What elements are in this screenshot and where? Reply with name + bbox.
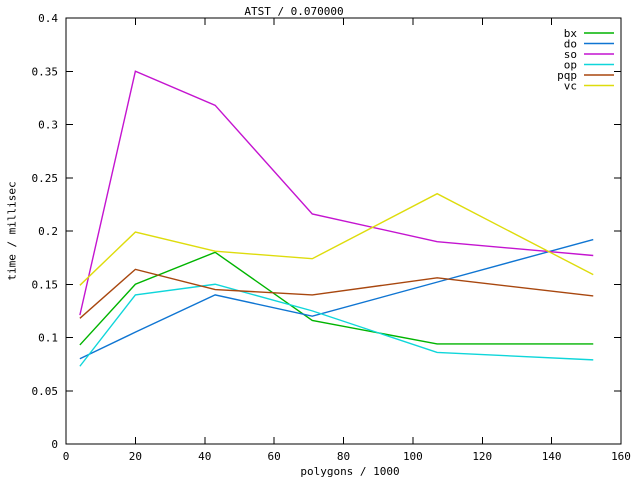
chart-title: ATST / 0.070000 xyxy=(244,5,344,18)
x-tick-label: 100 xyxy=(403,450,423,463)
x-tick-label: 20 xyxy=(129,450,142,463)
y-tick-label: 0.15 xyxy=(32,278,59,291)
legend-label-pqp: pqp xyxy=(557,69,577,82)
y-tick-label: 0.3 xyxy=(38,119,58,132)
y-tick-label: 0.05 xyxy=(32,385,59,398)
x-tick-label: 80 xyxy=(337,450,350,463)
x-axis-label: polygons / 1000 xyxy=(300,465,400,478)
y-tick-label: 0.4 xyxy=(38,12,58,25)
series-line-op xyxy=(79,283,594,367)
legend-label-bx: bx xyxy=(564,27,578,40)
legend-label-vc: vc xyxy=(564,80,577,93)
x-tick-label: 140 xyxy=(542,450,562,463)
series-line-bx xyxy=(79,251,594,346)
x-tick-label: 0 xyxy=(63,450,70,463)
legend-label-so: so xyxy=(564,48,577,61)
series-line-vc xyxy=(79,192,594,286)
x-tick-label: 160 xyxy=(611,450,631,463)
y-tick-label: 0.1 xyxy=(38,332,58,345)
series-line-pqp xyxy=(79,268,594,319)
legend-label-do: do xyxy=(564,38,577,51)
y-tick-label: 0.25 xyxy=(32,172,59,185)
y-tick-label: 0 xyxy=(51,438,58,451)
x-tick-label: 60 xyxy=(268,450,281,463)
series-line-so xyxy=(79,70,594,316)
x-tick-label: 120 xyxy=(472,450,492,463)
x-tick-label: 40 xyxy=(198,450,211,463)
plot-border xyxy=(65,17,622,445)
legend-label-op: op xyxy=(564,59,577,72)
y-tick-label: 0.2 xyxy=(38,225,58,238)
y-tick-label: 0.35 xyxy=(32,65,59,78)
series-line-do xyxy=(79,238,594,360)
